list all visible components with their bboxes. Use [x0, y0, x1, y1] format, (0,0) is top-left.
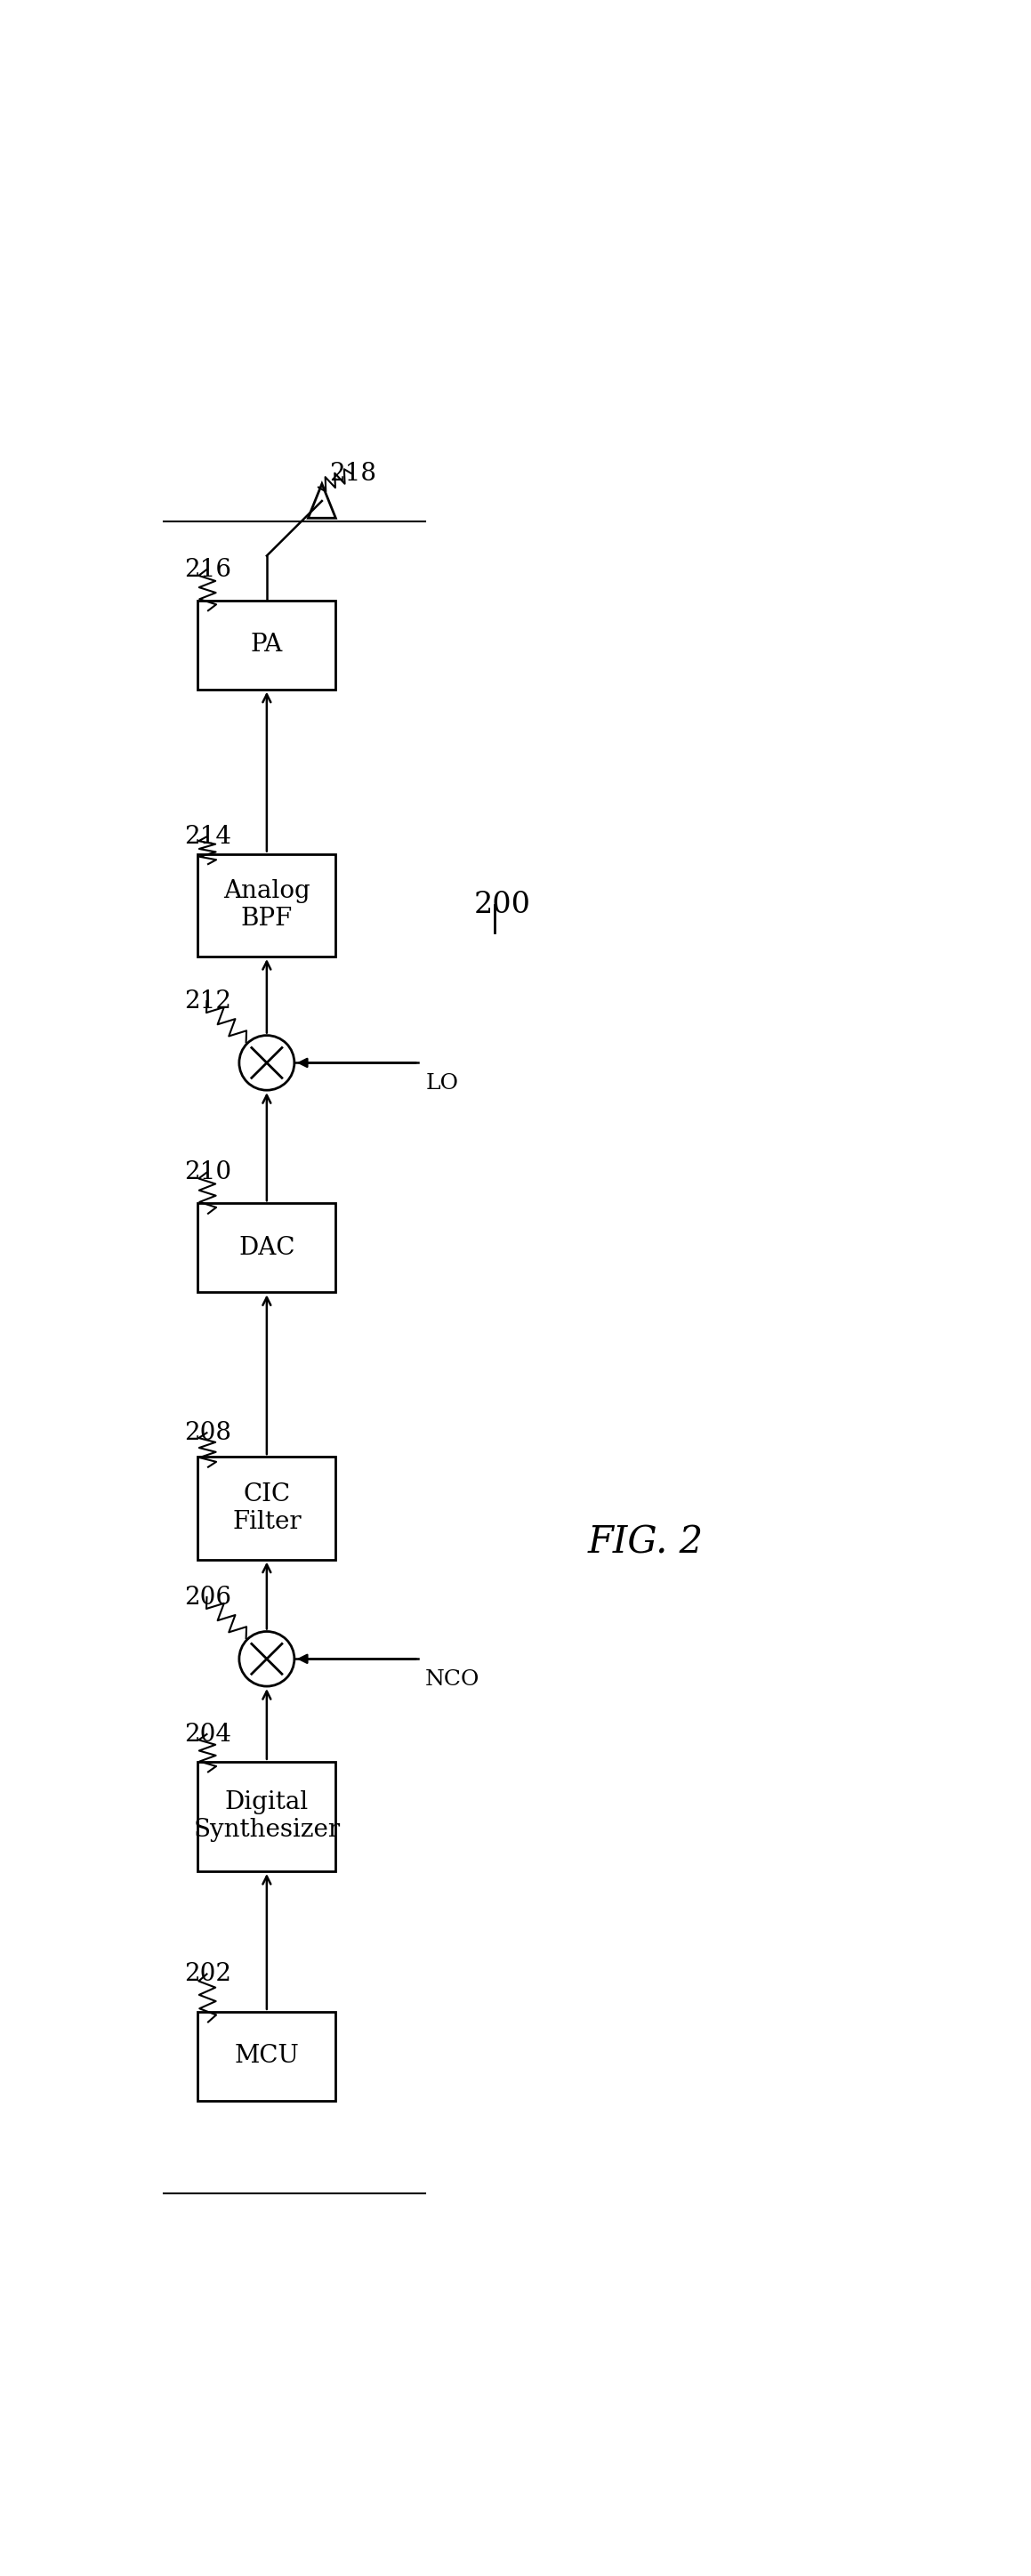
Bar [198, 853, 336, 956]
Text: LO: LO [426, 1074, 458, 1095]
Text: FIG. 2: FIG. 2 [588, 1525, 704, 1561]
Text: NCO: NCO [426, 1669, 479, 1690]
Text: 214: 214 [184, 824, 231, 848]
Bar [198, 1203, 336, 1293]
Text: 210: 210 [184, 1159, 231, 1185]
Text: MCU: MCU [234, 2045, 299, 2069]
Bar [198, 2012, 336, 2102]
Text: 218: 218 [329, 461, 376, 484]
Text: CIC
Filter: CIC Filter [232, 1481, 301, 1535]
Text: 200: 200 [473, 891, 531, 920]
Text: 204: 204 [184, 1723, 231, 1747]
Text: 202: 202 [184, 1963, 231, 1986]
Bar [198, 1458, 336, 1558]
Text: 208: 208 [184, 1422, 231, 1445]
Text: 212: 212 [184, 989, 231, 1012]
Bar [198, 1762, 336, 1870]
Bar [198, 600, 336, 690]
Text: Analog
BPF: Analog BPF [224, 878, 310, 930]
Text: PA: PA [251, 634, 282, 657]
Text: DAC: DAC [238, 1236, 295, 1260]
Text: 206: 206 [184, 1584, 231, 1610]
Text: Digital
Synthesizer: Digital Synthesizer [194, 1790, 340, 1842]
Text: 216: 216 [184, 556, 231, 582]
